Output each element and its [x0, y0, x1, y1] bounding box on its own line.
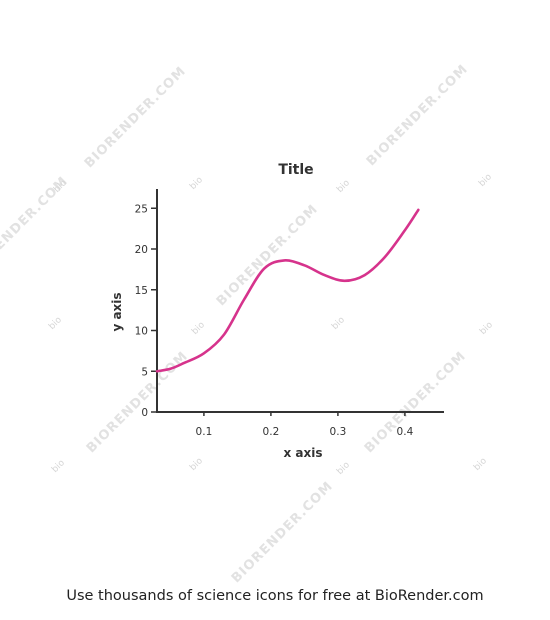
watermark-bio: bio	[50, 458, 67, 475]
y-tick-label: 15	[135, 285, 148, 297]
watermark-bio: bio	[335, 460, 352, 477]
watermark-brand: BIORENDER.COM	[364, 62, 471, 169]
x-axis-label: x axis	[283, 446, 322, 460]
footer-text: Use thousands of science icons for free …	[66, 588, 484, 604]
x-ticks: 0.1 0.2 0.3 0.4	[196, 412, 414, 438]
x-tick-label: 0.4	[397, 426, 414, 438]
y-axis-label: y axis	[110, 292, 124, 331]
watermark-bio: bio	[188, 175, 205, 192]
chart-title: Title	[278, 162, 313, 178]
watermark-bio: bio	[478, 320, 495, 337]
watermark-layer: BIORENDER.COM BIORENDER.COMBIORENDER.COMB…	[0, 62, 495, 586]
watermark-brand: BIORENDER.COM	[214, 202, 321, 309]
watermark-brand: BIORENDER.COM	[82, 64, 189, 171]
watermark-bio: bio	[190, 320, 207, 337]
watermark-bio: bio	[477, 172, 494, 189]
y-ticks: 0 5 10 15 20 25	[135, 203, 157, 419]
watermark-bio: bio	[335, 178, 352, 195]
watermark-brand: BIORENDER.COM	[84, 349, 191, 456]
y-tick-label: 0	[141, 407, 148, 419]
x-tick-label: 0.1	[196, 426, 213, 438]
watermark-brand: BIORENDER.COM	[362, 349, 469, 456]
y-tick-label: 25	[135, 203, 148, 215]
watermark-bio: bio	[330, 315, 347, 332]
y-tick-label: 20	[135, 244, 148, 256]
x-tick-label: 0.2	[263, 426, 280, 438]
watermark-bio: bio	[472, 456, 489, 473]
watermark-bio: bio	[47, 315, 64, 332]
watermark-brand: BIORENDER.COM	[229, 479, 336, 586]
y-tick-label: 5	[141, 366, 148, 378]
y-tick-label: 10	[135, 326, 148, 338]
watermark-bio: bio	[188, 456, 205, 473]
x-tick-label: 0.3	[330, 426, 347, 438]
series-layer	[155, 208, 420, 373]
series-line-0	[155, 208, 420, 373]
